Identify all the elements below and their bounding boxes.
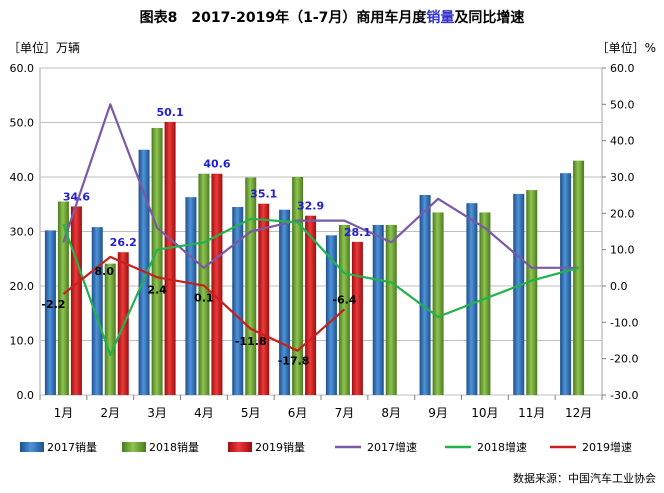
title-prefix: 图表8: [140, 9, 178, 26]
x-tick-label: 9月: [428, 406, 448, 420]
legend-label: 2019销量: [255, 440, 305, 454]
data-labels: 34.6 26.2 50.1 40.6 35.1 32.9 28.1 -2.2 8.0 2.4 0.…: [41, 106, 371, 368]
right-tick-label: 40.0: [610, 135, 635, 148]
bar-2017销量: [513, 193, 525, 395]
left-tick-label: 50.0: [10, 117, 35, 130]
bar-value-label: 28.1: [344, 226, 371, 239]
x-tick-label: 6月: [288, 406, 308, 420]
right-tick-label: 30.0: [610, 171, 635, 184]
x-tick-label: 12月: [565, 406, 592, 420]
bar-2019销量: [351, 241, 363, 395]
legend-swatch: [20, 442, 44, 452]
line-series: [62, 103, 579, 357]
x-tick-label: 3月: [147, 406, 167, 420]
right-tick-label: -30.0: [610, 389, 638, 402]
bar-2017销量: [91, 227, 103, 395]
x-tick-label: 7月: [335, 406, 355, 420]
left-tick-label: 0.0: [17, 389, 35, 402]
source-note: 数据来源：中国汽车工业协会: [513, 471, 656, 485]
left-tick-label: 30.0: [10, 226, 35, 239]
left-tick-label: 20.0: [10, 280, 35, 293]
title-main-a: 2017-2019年（1-7月）商用车月度: [191, 9, 427, 26]
bar-2018销量: [385, 224, 397, 395]
x-tick-label: 10月: [471, 406, 498, 420]
bar-2017销量: [185, 197, 197, 395]
bar-2017销量: [325, 235, 337, 395]
title-highlight: 销量: [426, 9, 454, 26]
growth-value-label: 0.1: [194, 292, 214, 305]
left-tick-label: 60.0: [10, 62, 35, 75]
right-tick-label: -10.0: [610, 316, 638, 329]
axes: 0.0 10.0 20.0 30.0 40.0 50.0 60.0 -30.0 -20.0 -10…: [10, 62, 639, 420]
x-tick-label: 11月: [518, 406, 545, 420]
bar-2019销量: [305, 215, 317, 395]
right-tick-label: -20.0: [610, 353, 638, 366]
bar-2017销量: [44, 230, 56, 395]
bar-2018销量: [573, 160, 585, 395]
bar-2019销量: [164, 121, 176, 395]
legend-label: 2019增速: [582, 440, 632, 454]
legend-label: 2018增速: [477, 440, 527, 454]
bar-2018销量: [479, 212, 491, 395]
left-tick-label: 40.0: [10, 171, 35, 184]
legend-label: 2017增速: [367, 440, 417, 454]
x-tick-label: 8月: [381, 406, 401, 420]
x-tick-label: 2月: [100, 406, 120, 420]
bar-2017销量: [232, 206, 244, 395]
bar-2017销量: [372, 224, 384, 395]
bar-2017销量: [560, 173, 572, 395]
growth-value-label: -2.2: [41, 298, 65, 311]
bar-2018销量: [104, 263, 116, 395]
line-2019增速: [62, 255, 346, 352]
right-tick-label: 50.0: [610, 98, 635, 111]
bar-2019销量: [211, 173, 223, 395]
growth-value-label: -17.8: [278, 355, 310, 368]
growth-value-label: 2.4: [147, 283, 167, 296]
x-tick-label: 1月: [54, 406, 74, 420]
growth-value-label: -6.4: [332, 293, 356, 306]
legend-swatch: [228, 442, 252, 452]
bar-2019销量: [70, 206, 82, 395]
bar-2017销量: [419, 194, 431, 395]
bar-2017销量: [466, 203, 478, 395]
x-tick-label: 4月: [194, 406, 214, 420]
bar-2018销量: [245, 177, 257, 395]
title-main-b: 及同比增速: [454, 9, 524, 26]
bar-value-label: 32.9: [297, 200, 324, 213]
bar-value-label: 34.6: [63, 190, 90, 203]
bar-2018销量: [57, 201, 69, 395]
bar-2018销量: [198, 173, 210, 395]
bar-value-label: 40.6: [203, 158, 230, 171]
bar-2018销量: [432, 212, 444, 395]
chart-title: 图表8 2017-2019年（1-7月）商用车月度销量及同比增速: [140, 9, 525, 26]
right-axis-unit: ［单位］%: [597, 40, 656, 55]
left-axis-unit: ［单位］万辆: [8, 40, 80, 55]
legend-swatch: [122, 442, 146, 452]
legend-label: 2017销量: [47, 440, 97, 454]
line-2017增速: [62, 103, 579, 269]
growth-value-label: -11.8: [235, 335, 267, 348]
legend: 2017销量 2018销量 2019销量 2017增速 2018增速 2019增速: [20, 440, 632, 454]
right-tick-label: 0.0: [610, 280, 628, 293]
legend-label: 2018销量: [149, 440, 199, 454]
bar-2018销量: [151, 127, 163, 395]
right-tick-label: 10.0: [610, 244, 635, 257]
line-2018增速: [62, 217, 579, 357]
bar-2017销量: [279, 209, 291, 395]
right-tick-label: 20.0: [610, 207, 635, 220]
bar-2018销量: [526, 190, 538, 395]
bar-series: [44, 121, 585, 395]
bar-value-label: 50.1: [157, 106, 184, 119]
left-tick-label: 10.0: [10, 335, 35, 348]
bar-2019销量: [258, 203, 270, 395]
bar-value-label: 35.1: [250, 188, 277, 201]
bar-value-label: 26.2: [110, 236, 137, 249]
x-tick-label: 5月: [241, 406, 261, 420]
right-tick-label: 60.0: [610, 62, 635, 75]
bar-2018销量: [292, 177, 304, 395]
growth-value-label: 8.0: [95, 265, 115, 278]
